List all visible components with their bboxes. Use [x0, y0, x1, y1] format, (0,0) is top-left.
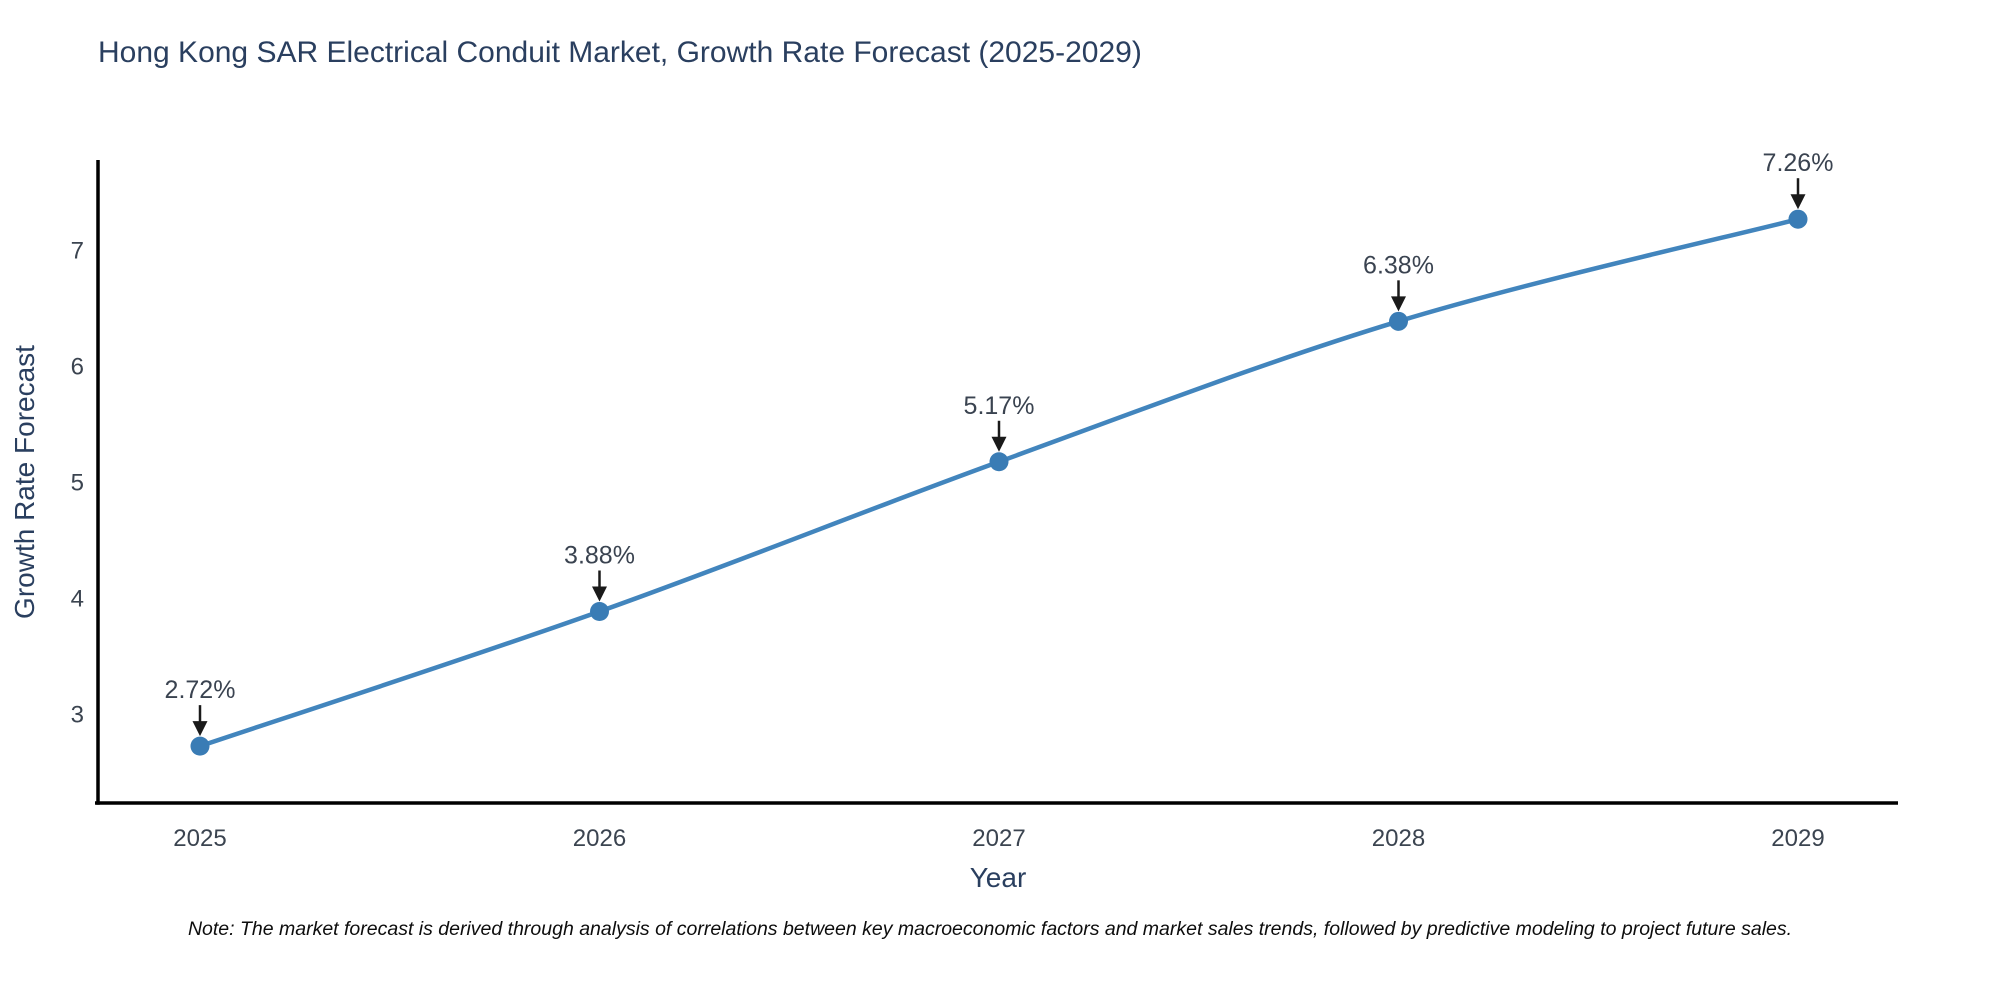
- annotation-label: 7.26%: [1763, 149, 1834, 177]
- x-tick-label: 2025: [173, 825, 226, 852]
- x-tick-label: 2027: [972, 825, 1025, 852]
- data-point-marker: [190, 736, 210, 756]
- annotation-arrow-head: [991, 436, 1007, 452]
- chart-title: Hong Kong SAR Electrical Conduit Market,…: [98, 36, 1142, 69]
- x-tick-label: 2028: [1372, 825, 1425, 852]
- x-tick-label: 2029: [1771, 825, 1824, 852]
- data-point-marker: [1788, 209, 1808, 229]
- x-tick-label: 2026: [573, 825, 626, 852]
- y-tick-label: 6: [71, 353, 84, 380]
- data-point-marker: [989, 452, 1009, 472]
- x-axis-title: Year: [969, 862, 1027, 893]
- annotation-label: 6.38%: [1363, 251, 1434, 279]
- annotation-arrow-head: [192, 721, 208, 737]
- annotation-label: 5.17%: [964, 392, 1035, 420]
- annotation-arrow-head: [1391, 296, 1406, 312]
- footnote: Note: The market forecast is derived thr…: [187, 918, 1793, 940]
- annotation-arrow-head: [1790, 194, 1806, 210]
- y-tick-label: 5: [71, 470, 84, 497]
- y-tick-label: 3: [71, 702, 84, 729]
- annotation-arrow-head: [592, 586, 607, 602]
- series-line: [197, 216, 1801, 749]
- data-point-marker: [590, 601, 609, 621]
- annotation-label: 2.72%: [165, 676, 236, 704]
- y-tick-label: 7: [71, 237, 84, 264]
- y-tick-label: 4: [71, 586, 84, 613]
- data-point-marker: [1389, 311, 1408, 331]
- annotation-label: 3.88%: [564, 541, 635, 569]
